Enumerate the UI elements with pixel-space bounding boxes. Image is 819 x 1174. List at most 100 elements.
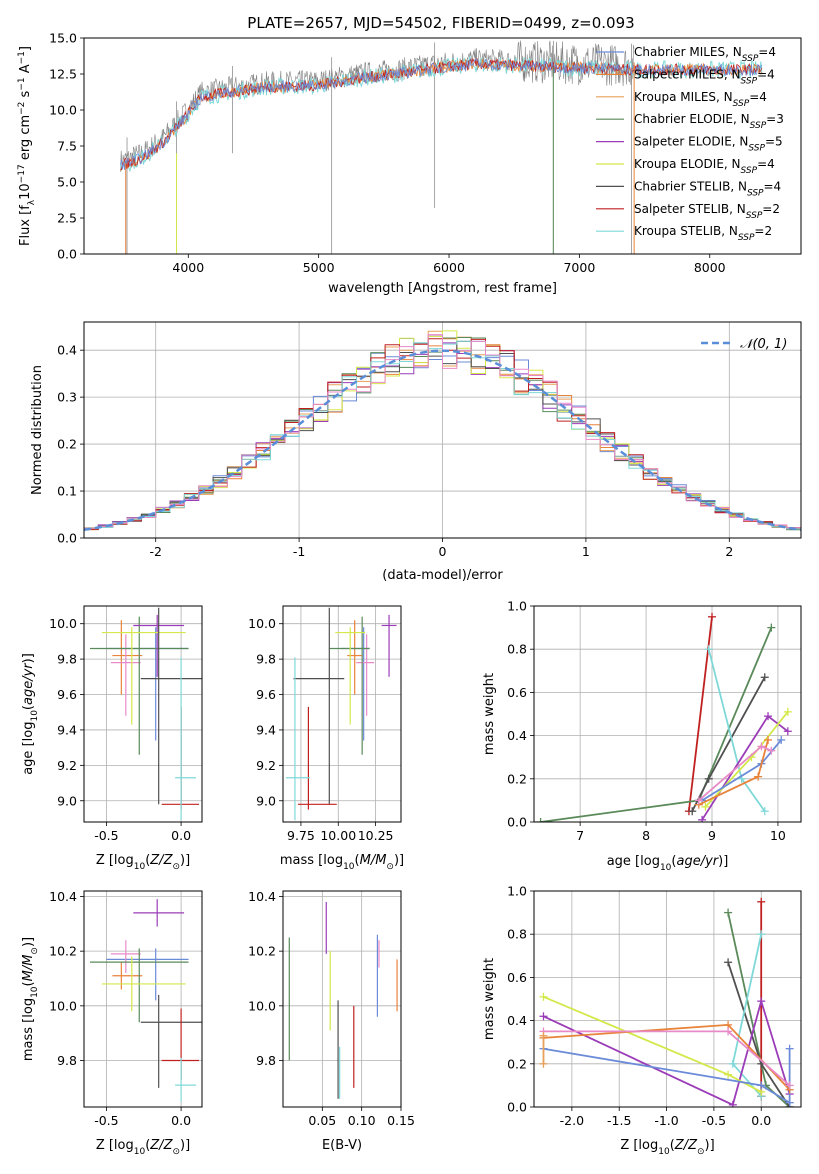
x-tick-label: -1	[293, 544, 305, 559]
label-part: age/yr	[676, 854, 719, 869]
label-part: )]	[180, 1138, 190, 1153]
axes-frame	[83, 37, 802, 255]
label-part: Z/Z	[674, 1138, 698, 1153]
x-axis-label: E(B-V)	[322, 1138, 362, 1153]
legend-label: Kroupa ELODIE, NSSP=4	[634, 157, 775, 176]
label-part: Z/Z	[149, 1138, 173, 1153]
y-tick-label: 9.0	[57, 793, 77, 808]
x-tick-label: -2	[149, 544, 161, 559]
label-part: SSP	[742, 54, 759, 64]
y-tick-label: 0.8	[507, 927, 527, 942]
y-tick-label: 9.2	[57, 758, 77, 773]
histogram-step-line	[84, 334, 801, 532]
legend-label: Chabrier MILES, NSSP=4	[634, 45, 776, 64]
label-part: (	[21, 981, 36, 986]
y-tick-label: 9.6	[57, 687, 77, 702]
y-tick-label: 1.0	[507, 884, 527, 899]
x-tick-label: -1.0	[654, 1113, 678, 1128]
y-tick-label: 9.4	[256, 722, 276, 737]
x-tick-label: 7000	[563, 260, 595, 275]
label-part: =4	[764, 179, 782, 193]
label-part: ⊙	[697, 1147, 705, 1157]
normal-curve-line	[84, 349, 801, 532]
axes-frame	[83, 321, 802, 539]
y-tick-label: 12.5	[49, 67, 77, 82]
label-part: A	[18, 64, 33, 77]
y-tick-label: 15.0	[49, 31, 77, 46]
label-part: Salpeter STELIB, N	[634, 202, 746, 216]
label-part: )]	[21, 653, 36, 663]
axes-frame	[83, 605, 203, 823]
x-tick-label: 10	[770, 828, 786, 843]
axes-frame	[533, 890, 802, 1108]
label-part: Flux [f	[18, 205, 33, 246]
legend-label: Salpeter STELIB, NSSP=2	[634, 202, 780, 221]
x-tick-label: 0.0	[171, 1113, 191, 1128]
label-part: SSP	[748, 144, 765, 154]
massweight-vs-metallicity-panel: -2.0 -1.5 -1.0 -0.5 0.0 0.0 0.2 0.4 0.6 0.8 1.0 Z […	[482, 884, 802, 1157]
x-tick-label: 0.15	[387, 1113, 415, 1128]
mass-vs-metallicity-panel: -0.5 0.09.810.010.210.4Z [log10(Z/Z⊙)]mas…	[21, 889, 203, 1157]
model-spectrum-line	[120, 58, 763, 171]
y-axis-label: age [log10(age/yr)]	[21, 653, 40, 775]
x-tick-label: 9	[708, 828, 716, 843]
label-part: Salpeter ELODIE, N	[634, 135, 748, 149]
label-part: M/M	[21, 955, 36, 982]
y-tick-label: 9.2	[256, 758, 276, 773]
label-part: )]	[718, 854, 728, 869]
y-tick-label: 0.0	[57, 247, 77, 262]
legend-label: 𝒩(0, 1)	[740, 337, 787, 352]
x-tick-label: 7	[576, 828, 584, 843]
label-part: Z [log	[620, 1138, 658, 1153]
x-tick-label: 6000	[433, 260, 465, 275]
label-part: )]	[705, 1138, 715, 1153]
x-tick-label: 8	[642, 828, 650, 843]
legend-label: Kroupa STELIB, NSSP=2	[634, 224, 772, 243]
label-part: −1	[17, 77, 27, 90]
x-axis-label: wavelength [Angstrom, rest frame]	[328, 281, 557, 296]
legend-label: Chabrier STELIB, NSSP=4	[634, 179, 781, 198]
y-tick-label: 0.2	[507, 1056, 527, 1071]
y-tick-label: 0.4	[507, 1013, 527, 1028]
spectrum-panel: 4000 5000 6000 7000 8000 0.0 2.5 5.0 7.5 10.0 12.5…	[17, 31, 802, 296]
y-tick-label: 0.0	[507, 815, 527, 830]
y-tick-label: 9.4	[57, 722, 77, 737]
label-part: (	[671, 854, 676, 869]
y-tick-label: 0.4	[507, 728, 527, 743]
label-part: SSP	[738, 233, 755, 243]
x-tick-label: -0.5	[94, 828, 118, 843]
x-axis-label: age [log10(age/yr)]	[607, 854, 729, 873]
y-tick-label: 10.0	[49, 616, 77, 631]
figure-title: PLATE=2657, MJD=54502, FIBERID=0499, z=0…	[247, 14, 634, 32]
label-part: mass [log	[280, 853, 343, 868]
y-tick-label: 5.0	[57, 175, 77, 190]
label-part: (	[145, 1138, 150, 1153]
label-part: Z/Z	[149, 853, 173, 868]
label-part: 10	[660, 863, 672, 873]
x-tick-label: 0.0	[751, 1113, 771, 1128]
x-tick-label: 10.25	[358, 828, 394, 843]
x-tick-label: 0	[439, 544, 447, 559]
model-spectrum-line	[120, 58, 763, 170]
label-part: )]	[180, 853, 190, 868]
label-part: (	[670, 1138, 675, 1153]
label-part: SSP	[746, 211, 763, 221]
x-tick-label: 9.75	[287, 828, 315, 843]
label-part: =4	[757, 157, 775, 171]
label-part: Z [log	[96, 853, 134, 868]
label-part: ]	[18, 46, 33, 51]
residual-histogram-panel: -2 -1 0 1 2 0.0 0.1 0.2 0.3 0.4 𝒩(0, 1) (data-model…	[30, 321, 802, 583]
y-axis-label: Normed distribution	[30, 365, 45, 495]
x-tick-label: -2.0	[560, 1113, 584, 1128]
age-vs-mass-panel: 9.75 10.00 10.25 9.0 9.2 9.4 9.6 9.8 10.0 mass [l…	[248, 605, 404, 872]
plot-area	[285, 607, 397, 821]
label-part: Salpeter MILES, N	[634, 67, 741, 81]
label-part: 10	[658, 1147, 670, 1157]
label-part: ⊙	[386, 862, 394, 872]
y-tick-label: 9.8	[57, 1053, 77, 1068]
label-part: ⊙	[172, 1147, 180, 1157]
age-vs-metallicity-panel: -0.5 0.09.09.29.49.69.810.0Z [log10(Z/Z⊙)…	[21, 605, 203, 872]
y-tick-label: 1.0	[507, 599, 527, 614]
legend-label: Kroupa MILES, NSSP=4	[634, 90, 767, 109]
